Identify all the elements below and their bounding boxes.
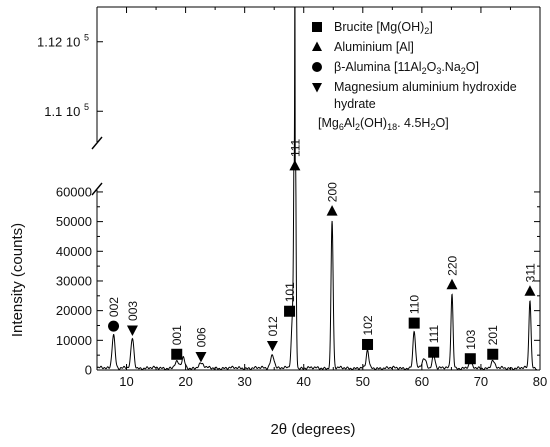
peak-hkl-label: 201	[486, 325, 500, 345]
legend-label: hydrate	[334, 97, 376, 111]
x-tick-label: 80	[533, 374, 547, 389]
peak-hkl-label: 002	[107, 297, 121, 317]
y-tick-label: 50000	[56, 214, 92, 229]
peak-annotation: 220	[445, 255, 459, 290]
peak-hkl-label: 110	[408, 295, 422, 314]
axes: 10 20 30 40 50 60 70 80 0 10000 20000 30000 40000 500…	[37, 6, 547, 389]
peak-hkl-label: 101	[283, 282, 297, 302]
y-tick-label: 60000	[56, 184, 92, 199]
legend-label: Brucite [Mg(OH)2]	[334, 20, 433, 36]
brucite-marker	[362, 338, 374, 350]
peak-annotation: 102	[361, 315, 375, 350]
brucite-marker	[428, 346, 440, 358]
peak-annotation: 200	[326, 182, 340, 216]
y-tick-label: 30000	[56, 273, 92, 288]
peak-hkl-label: 103	[464, 329, 478, 349]
peak-hkl-label: 111	[288, 138, 302, 157]
mg-al-hydroxide-marker	[126, 325, 138, 336]
xrd-pattern-line	[96, 7, 538, 371]
mg-al-hydroxide-marker	[312, 83, 322, 93]
peak-annotation: 111	[288, 138, 302, 171]
peak-hkl-label: 220	[445, 255, 459, 275]
y-tick-label: 20000	[56, 303, 92, 318]
x-tick-label: 60	[415, 374, 429, 389]
x-tick-label: 70	[474, 374, 488, 389]
peak-hkl-label: 012	[266, 316, 280, 336]
peak-hkl-label: 311	[523, 263, 537, 282]
aluminium-marker	[312, 41, 322, 51]
peak-annotation: 003	[126, 301, 140, 336]
y-tick-label: 10000	[56, 333, 92, 348]
y-axis-label: Intensity (counts)	[9, 223, 26, 337]
aluminium-marker	[289, 159, 301, 171]
beta-alumina-marker	[108, 320, 120, 332]
peak-hkl-label: 111	[427, 325, 441, 344]
legend-label: [Mg6Al2(OH)18. 4.5H2O]	[318, 116, 449, 132]
peak-annotation: 101	[283, 282, 297, 317]
brucite-marker	[284, 305, 296, 317]
peak-annotation: 311	[523, 263, 537, 296]
y-tick-label-upper: 1.1 10 5	[44, 102, 89, 119]
peak-annotation: 111	[427, 325, 441, 358]
y-tick-label: 0	[85, 363, 92, 378]
axis-break-mark	[91, 136, 103, 150]
beta-alumina-marker	[312, 62, 322, 72]
x-tick-label: 40	[296, 374, 310, 389]
peak-annotation: 006	[194, 327, 208, 363]
brucite-marker	[408, 317, 420, 329]
aluminium-marker	[326, 205, 338, 216]
peak-annotation: 001	[170, 325, 184, 360]
x-tick-label: 50	[356, 374, 370, 389]
peak-annotation: 201	[486, 325, 500, 360]
diffraction-trace	[96, 7, 538, 371]
aluminium-marker	[446, 278, 458, 290]
brucite-marker	[464, 353, 476, 365]
mg-al-hydroxide-marker	[195, 351, 207, 363]
peak-hkl-label: 001	[170, 325, 184, 345]
peak-hkl-label: 102	[361, 315, 375, 335]
axis-break-mark	[91, 182, 103, 196]
legend: Brucite [Mg(OH)2] Aluminium [Al] β-Alumina…	[312, 20, 517, 132]
brucite-marker	[487, 348, 499, 360]
x-tick-label: 10	[119, 374, 133, 389]
mg-al-hydroxide-marker	[266, 340, 278, 352]
brucite-marker	[171, 348, 183, 360]
peak-hkl-label: 200	[326, 182, 340, 202]
x-tick-label: 20	[178, 374, 192, 389]
peak-annotation: 110	[408, 295, 422, 329]
peak-hkl-label: 006	[194, 327, 208, 347]
legend-label: Aluminium [Al]	[334, 40, 414, 54]
legend-label: Magnesium aluminium hydroxide	[334, 80, 517, 94]
peak-hkl-label: 003	[126, 301, 140, 321]
aluminium-marker	[524, 285, 536, 296]
x-tick-label: 30	[237, 374, 251, 389]
legend-label: β-Alumina [11Al2O3.Na2O]	[334, 60, 479, 76]
peak-annotation: 103	[464, 329, 478, 365]
peak-annotation: 002	[107, 297, 121, 332]
x-axis-label: 2θ (degrees)	[270, 421, 355, 438]
y-tick-label-upper: 1.12 10 5	[37, 32, 89, 49]
brucite-marker	[312, 22, 322, 32]
peak-annotation: 012	[266, 316, 280, 352]
y-tick-label: 40000	[56, 244, 92, 259]
